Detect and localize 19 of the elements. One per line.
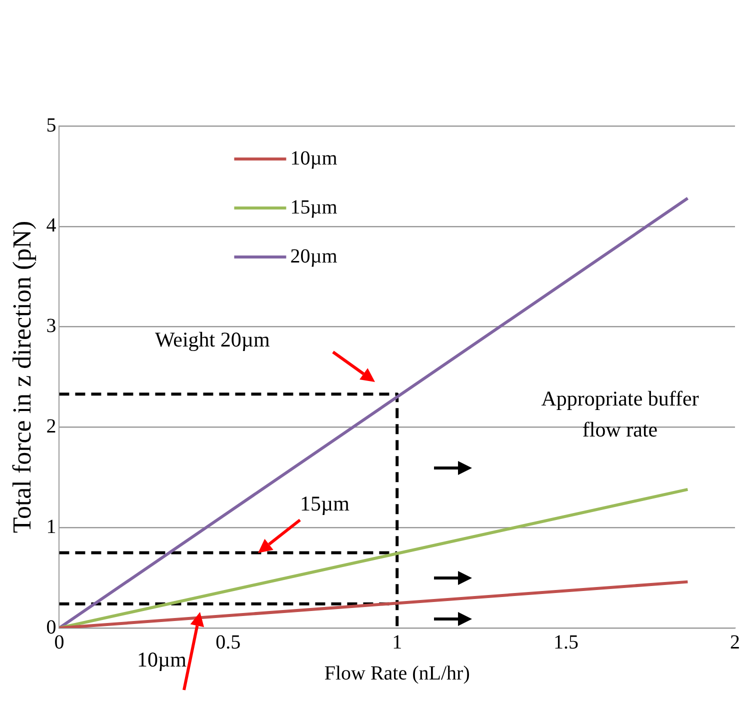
legend-label: 15µm <box>290 196 338 218</box>
x-tick-label: 0.5 <box>216 631 241 654</box>
annotation: 15µm <box>300 492 350 516</box>
legend-label: 20µm <box>290 245 338 268</box>
y-tick-label: 1 <box>46 516 56 538</box>
x-tick-label: 1.5 <box>554 631 579 654</box>
annotation: Appropriate buffer flow rate <box>541 386 699 442</box>
y-tick-label: 4 <box>46 214 56 237</box>
y-tick-label: 0 <box>46 616 56 638</box>
text: 10µm <box>137 648 186 672</box>
x-axis-title: Flow Rate (nL/hr) <box>324 662 470 684</box>
y-tick-label: 3 <box>46 315 56 338</box>
x-tick-label: 2 <box>730 631 740 654</box>
y-tick-label: 2 <box>46 415 56 438</box>
y-axis-title: Total force in z direction (pN) <box>7 220 36 534</box>
legend-label: 10µm <box>290 147 338 170</box>
annotation: Weight 20µm <box>155 328 270 352</box>
x-tick-label: 1 <box>392 631 402 654</box>
y-tick-label: 5 <box>46 114 56 136</box>
